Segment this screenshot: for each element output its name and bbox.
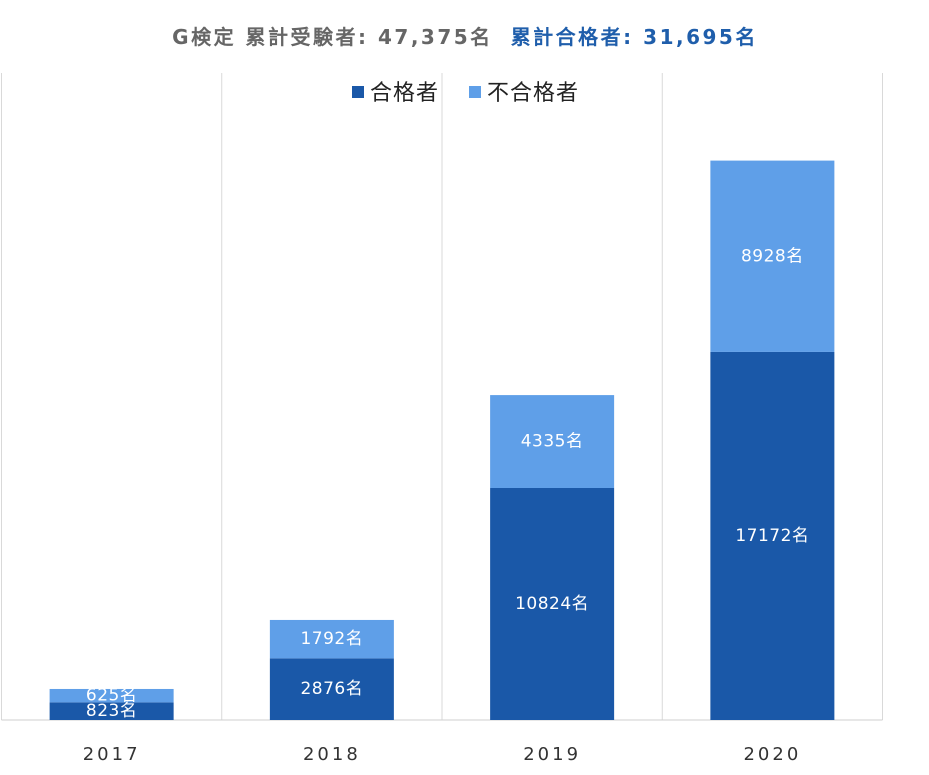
x-tick-label-2018: 2018 xyxy=(303,744,361,765)
legend-item-passed: 合格者 xyxy=(352,81,439,106)
data-label-passed-2018: 2876名 xyxy=(300,679,363,699)
x-tick-label-2020: 2020 xyxy=(743,744,801,765)
title-total-examinees: G検定 累計受験者: 47,375名 xyxy=(172,25,493,49)
data-label-failed-2018: 1792名 xyxy=(300,629,363,649)
x-tick-label-2017: 2017 xyxy=(83,744,141,765)
bar-failed-2020 xyxy=(710,160,835,352)
data-label-passed-2020: 17172名 xyxy=(735,526,809,546)
bars xyxy=(49,160,835,720)
data-label-failed-2019: 4335名 xyxy=(521,432,584,452)
legend: 合格者 不合格者 xyxy=(352,81,579,106)
data-label-failed-2017: 625名 xyxy=(86,686,137,706)
legend-item-failed: 不合格者 xyxy=(469,81,579,106)
chart-title: G検定 累計受験者: 47,375名 累計合格者: 31,695名 xyxy=(172,25,758,49)
x-tick-label-2019: 2019 xyxy=(523,744,581,765)
bar-failed-2017 xyxy=(49,688,174,703)
bar-passed-2020 xyxy=(710,351,835,720)
x-axis-tick-labels: 2017 2018 2019 2020 xyxy=(83,744,801,765)
bar-passed-2018 xyxy=(269,658,394,720)
data-label-passed-2017: 823名 xyxy=(86,701,137,721)
data-label-failed-2020: 8928名 xyxy=(741,246,804,266)
legend-label-passed: 合格者 xyxy=(370,81,439,106)
data-label-passed-2019: 10824名 xyxy=(515,594,589,614)
bar-passed-2019 xyxy=(490,488,615,720)
bar-failed-2018 xyxy=(269,619,394,659)
legend-swatch-passed xyxy=(352,86,364,98)
legend-label-failed: 不合格者 xyxy=(487,81,579,106)
legend-swatch-failed xyxy=(469,86,481,98)
bar-failed-2019 xyxy=(490,395,615,489)
bar-passed-2017 xyxy=(49,702,174,720)
title-total-passed: 累計合格者: 31,695名 xyxy=(511,25,758,49)
